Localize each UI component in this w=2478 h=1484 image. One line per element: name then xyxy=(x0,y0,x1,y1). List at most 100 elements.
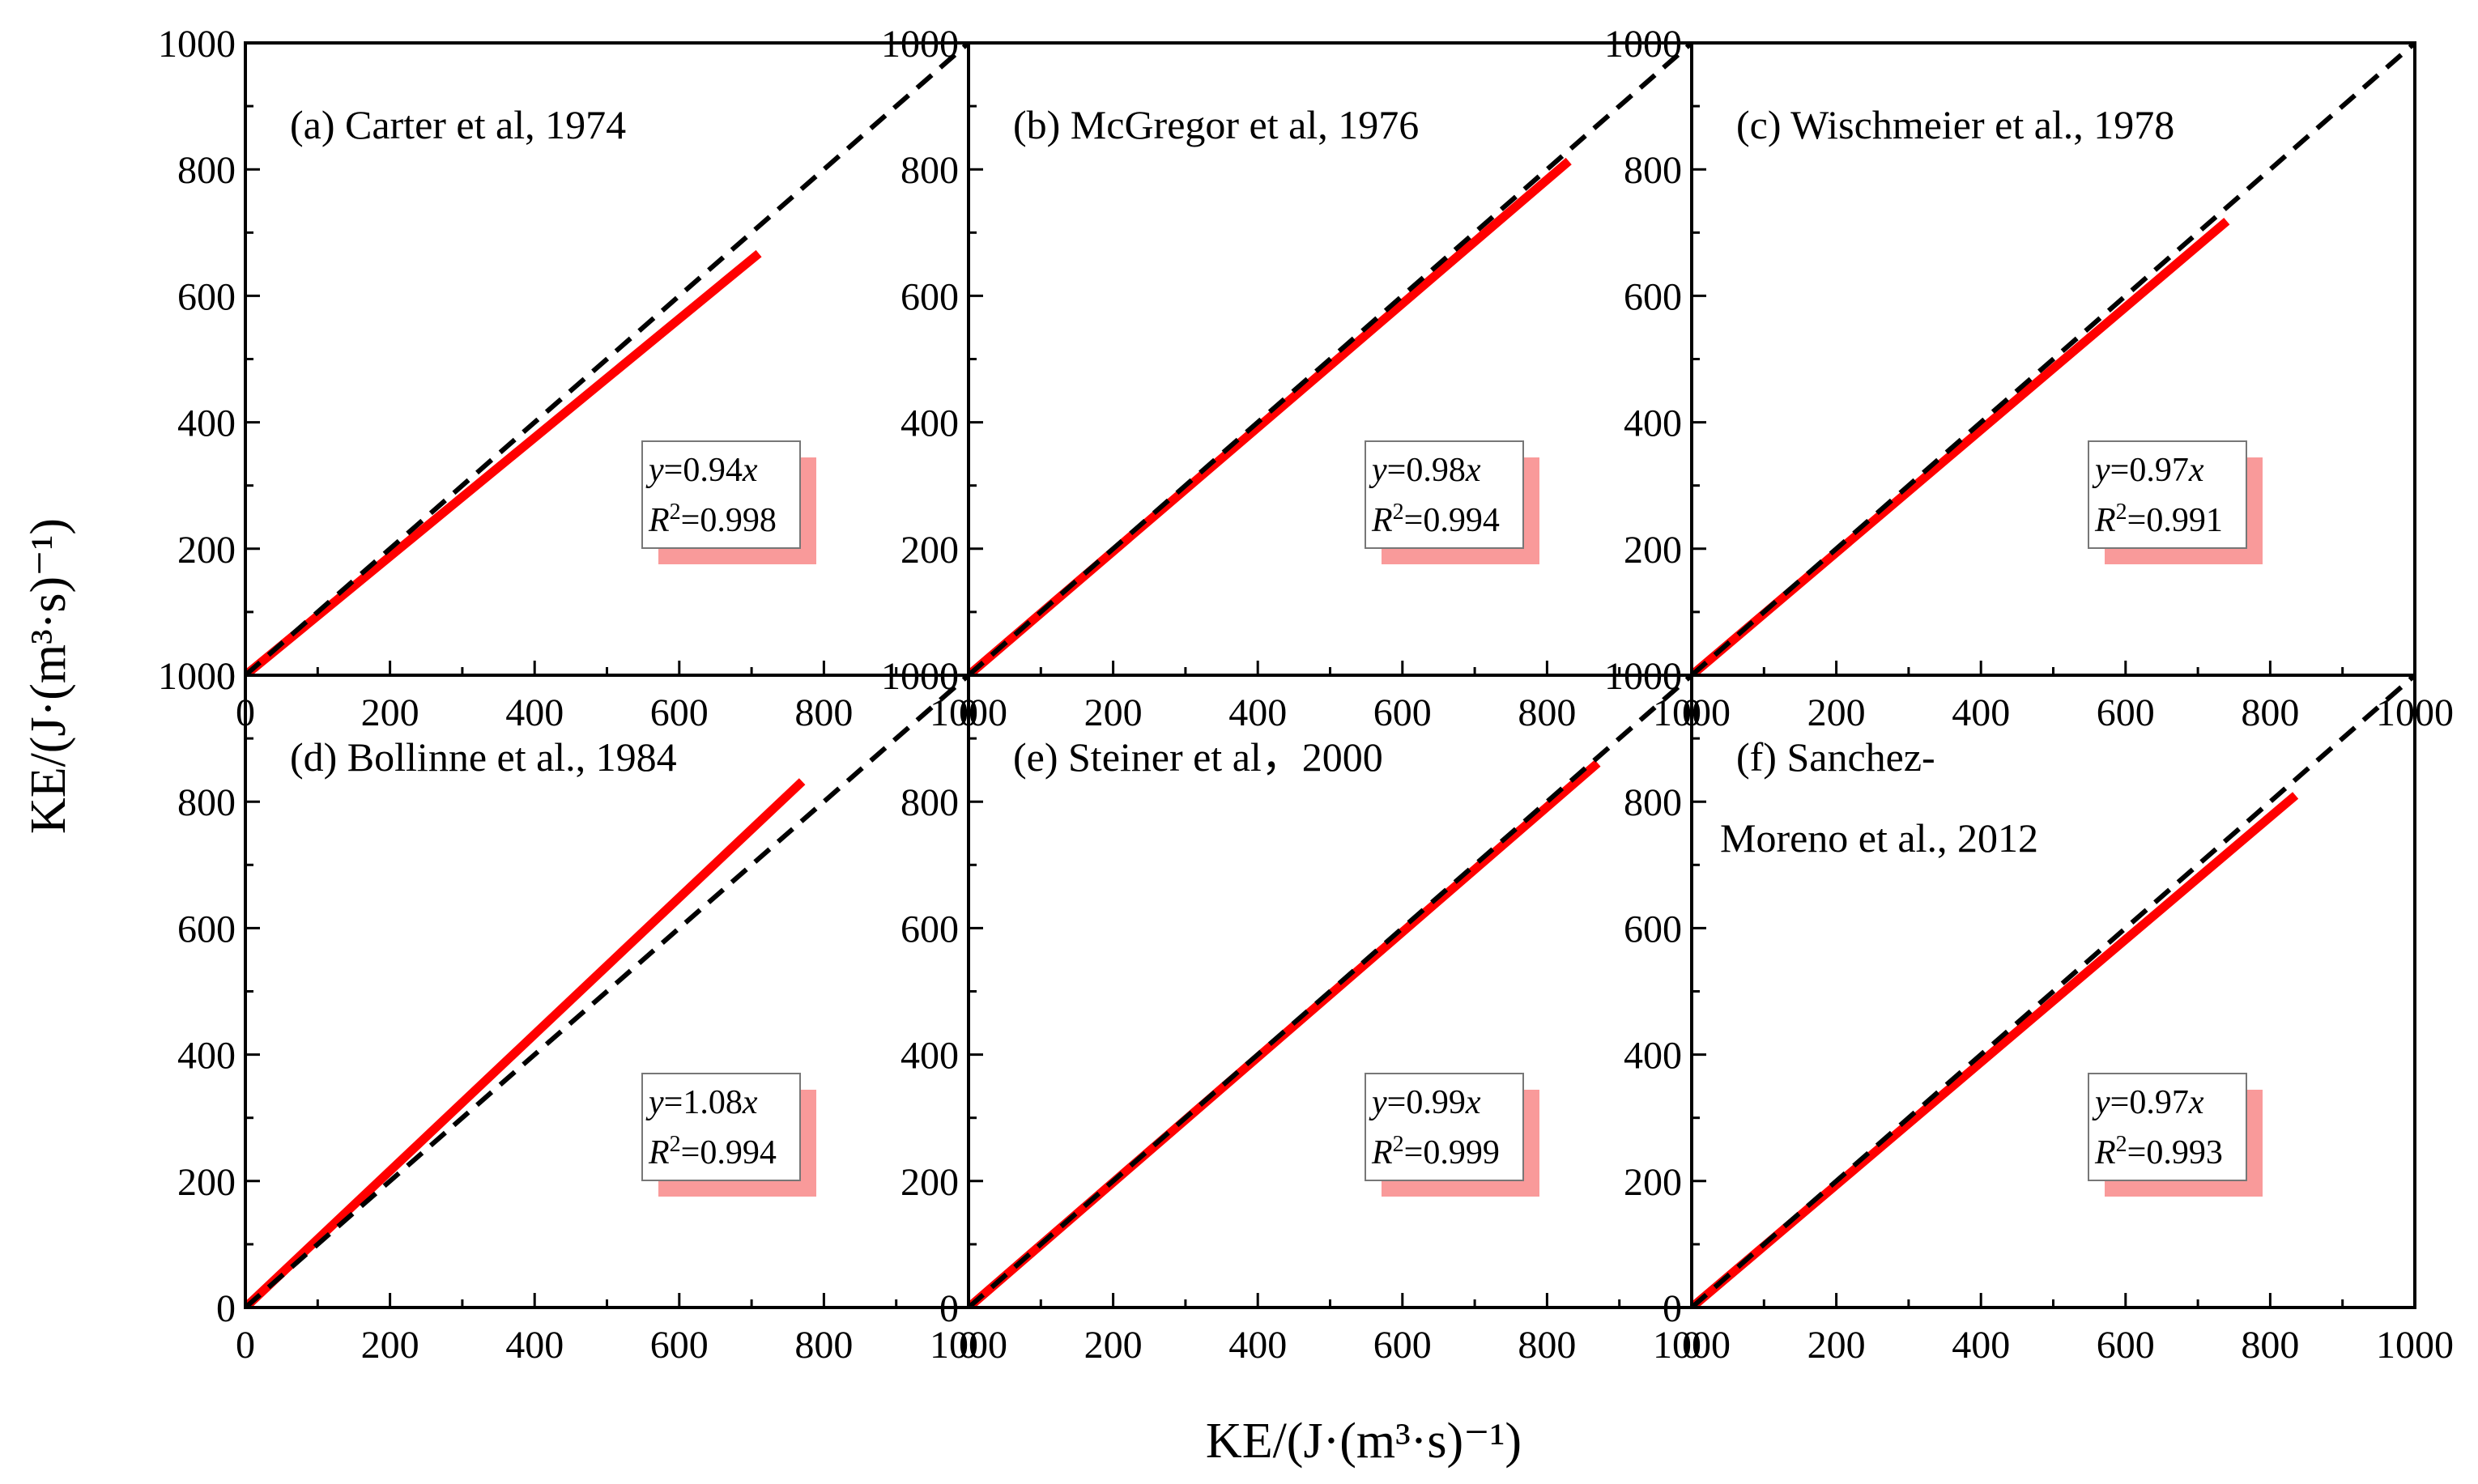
x-tick-label: 200 xyxy=(1084,691,1143,734)
equation-text: y=0.97x xyxy=(2092,1084,2204,1121)
x-tick-label: 800 xyxy=(794,691,853,734)
plot-area-a xyxy=(245,43,969,675)
y-tick-label: 400 xyxy=(1624,1035,1682,1078)
panel-title: (d) Bollinne et al., 1984 xyxy=(290,734,677,780)
r-squared-text: R2=0.994 xyxy=(1371,500,1500,540)
annotation-box xyxy=(1365,1073,1524,1181)
y-tick-label: 200 xyxy=(177,529,236,572)
y-tick-label: 800 xyxy=(1624,781,1682,824)
x-tick-label: 1000 xyxy=(2376,1324,2454,1367)
y-tick-label: 200 xyxy=(901,1161,959,1204)
y-tick-label: 0 xyxy=(1663,1287,1682,1330)
y-tick-label: 1000 xyxy=(1604,655,1682,698)
y-tick-label: 400 xyxy=(901,1035,959,1078)
fit-line xyxy=(1692,792,2299,1308)
y-tick-label: 0 xyxy=(216,1287,236,1330)
y-tick-label: 600 xyxy=(901,908,959,950)
equation-text: y=0.99x xyxy=(1369,1084,1481,1121)
x-tick-label: 1000 xyxy=(1653,1324,1731,1367)
y-tick-label: 800 xyxy=(901,149,959,192)
annotation-box xyxy=(1365,440,1524,549)
y-tick-label: 0 xyxy=(216,655,236,698)
y-tick-label: 400 xyxy=(1624,402,1682,445)
r-squared-text: R2=0.991 xyxy=(2094,500,2223,540)
panel-title-line2: Moreno et al., 2012 xyxy=(1720,815,2038,861)
x-tick-label: 0 xyxy=(236,1324,255,1367)
equation-text: y=0.98x xyxy=(1369,452,1481,489)
y-tick-label: 200 xyxy=(1624,1161,1682,1204)
x-tick-label: 400 xyxy=(1228,1324,1287,1367)
reference-line-1to1 xyxy=(1692,675,2415,1308)
panel-title: (b) McGregor et al, 1976 xyxy=(1013,102,1419,147)
reference-line-1to1 xyxy=(245,43,969,675)
plot-area-c xyxy=(1692,43,2415,675)
panel-title: (f) Sanchez- xyxy=(1736,734,1935,780)
plot-area-f xyxy=(1692,675,2415,1308)
y-tick-label: 600 xyxy=(1624,275,1682,318)
x-tick-label: 800 xyxy=(794,1324,853,1367)
y-tick-label: 200 xyxy=(1624,529,1682,572)
x-tick-label: 400 xyxy=(1952,1324,2010,1367)
y-tick-label: 600 xyxy=(177,275,236,318)
x-tick-label: 600 xyxy=(2097,691,2155,734)
reference-line-1to1 xyxy=(245,675,969,1308)
y-tick-label: 800 xyxy=(901,781,959,824)
fit-line xyxy=(969,157,1572,675)
y-tick-label: 200 xyxy=(901,529,959,572)
fit-line xyxy=(245,249,762,675)
panel-title: (c) Wischmeier et al., 1978 xyxy=(1736,102,2174,147)
reference-line-1to1 xyxy=(1692,43,2415,675)
x-tick-label: 600 xyxy=(2097,1324,2155,1367)
panel-title: (a) Carter et al, 1974 xyxy=(290,102,626,147)
x-tick-label: 0 xyxy=(1682,1324,1701,1367)
equation-text: y=0.97x xyxy=(2092,452,2204,489)
y-tick-label: 1000 xyxy=(158,23,236,66)
y-axis-title: KE/(J·(m³·s)⁻¹) xyxy=(21,518,76,834)
y-tick-label: 1000 xyxy=(881,655,959,698)
x-tick-label: 400 xyxy=(1952,691,2010,734)
y-tick-label: 400 xyxy=(177,402,236,445)
plot-area-e xyxy=(969,675,1692,1308)
x-tick-label: 600 xyxy=(1373,1324,1432,1367)
plot-area-d xyxy=(245,675,969,1308)
x-tick-label: 200 xyxy=(361,1324,419,1367)
y-tick-label: 800 xyxy=(1624,149,1682,192)
annotation-box xyxy=(2088,1073,2247,1181)
x-tick-label: 600 xyxy=(650,691,709,734)
y-tick-label: 600 xyxy=(177,908,236,950)
x-tick-label: 600 xyxy=(1373,691,1432,734)
x-tick-label: 200 xyxy=(1807,691,1866,734)
x-tick-label: 600 xyxy=(650,1324,709,1367)
y-tick-label: 400 xyxy=(901,402,959,445)
equation-text: y=1.08x xyxy=(645,1084,758,1121)
r-squared-text: R2=0.994 xyxy=(648,1132,777,1172)
y-tick-label: 600 xyxy=(1624,908,1682,950)
x-tick-label: 800 xyxy=(2241,691,2299,734)
y-tick-label: 600 xyxy=(901,275,959,318)
x-tick-label: 400 xyxy=(1228,691,1287,734)
x-tick-label: 200 xyxy=(361,691,419,734)
x-tick-label: 800 xyxy=(2241,1324,2299,1367)
fit-line xyxy=(1692,218,2230,675)
reference-line-1to1 xyxy=(969,43,1692,675)
y-tick-label: 1000 xyxy=(1604,23,1682,66)
fit-line xyxy=(245,778,806,1308)
x-tick-label: 800 xyxy=(1518,691,1576,734)
x-tick-label: 200 xyxy=(1084,1324,1143,1367)
y-tick-label: 1000 xyxy=(158,655,236,698)
plot-area-b xyxy=(969,43,1692,675)
y-tick-label: 1000 xyxy=(881,23,959,66)
x-tick-label: 200 xyxy=(1807,1324,1866,1367)
equation-text: y=0.94x xyxy=(645,452,758,489)
x-tick-label: 0 xyxy=(959,1324,978,1367)
annotation-box xyxy=(641,440,801,549)
x-tick-label: 400 xyxy=(505,1324,564,1367)
